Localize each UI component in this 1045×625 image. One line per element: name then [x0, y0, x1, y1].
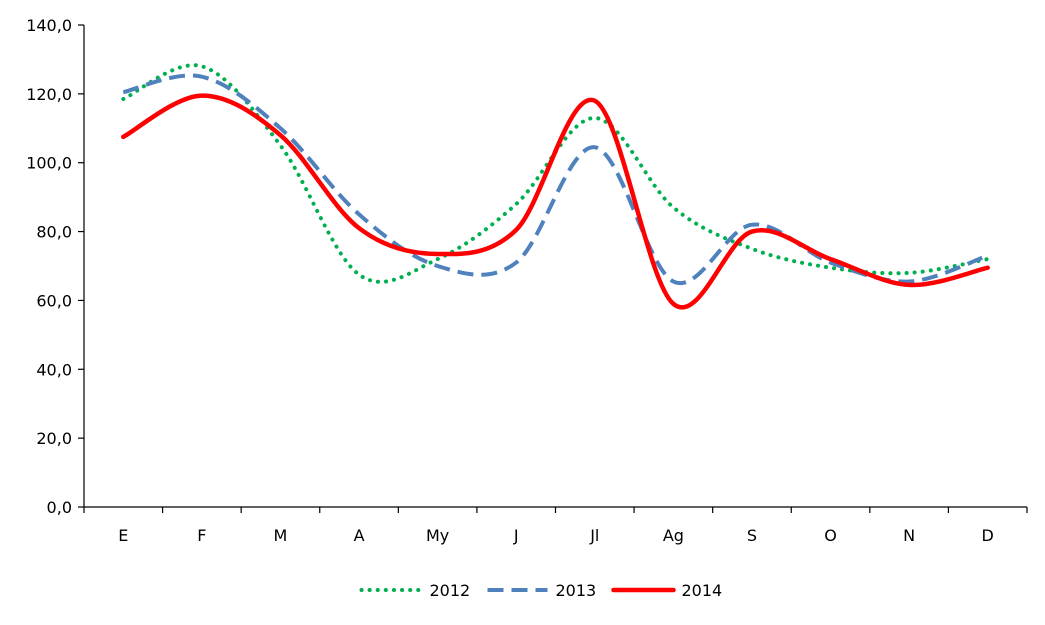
x-tick-label: S	[747, 526, 757, 545]
x-tick-label: E	[118, 526, 128, 545]
y-tick-label: 60,0	[36, 291, 72, 310]
y-tick-label: 20,0	[36, 429, 72, 448]
legend-label-2014: 2014	[682, 581, 723, 600]
x-tick-label: A	[354, 526, 365, 545]
legend: 2012 2013 2014	[359, 581, 723, 600]
y-tick-label: 100,0	[26, 154, 72, 173]
x-tick-label: Jl	[589, 526, 599, 545]
y-tick-label: 0,0	[47, 498, 72, 517]
x-tick-label: D	[982, 526, 994, 545]
series-line-2013	[122, 73, 989, 286]
x-tick-label: Ag	[663, 526, 684, 545]
y-tick-label: 80,0	[36, 223, 72, 242]
y-tick-label: 140,0	[26, 16, 72, 35]
legend-label-2012: 2012	[430, 581, 471, 600]
series-line-2012	[121, 63, 990, 284]
x-tick-label: F	[197, 526, 206, 545]
x-tick-label: My	[426, 526, 449, 545]
series-line-2014	[121, 93, 990, 310]
y-tick-label: 120,0	[26, 85, 72, 104]
y-tick-label: 40,0	[36, 360, 72, 379]
x-tick-label: O	[824, 526, 837, 545]
legend-label-2013: 2013	[556, 581, 597, 600]
x-tick-label: N	[903, 526, 915, 545]
x-tick-label: J	[513, 526, 519, 545]
x-tick-label: M	[274, 526, 288, 545]
